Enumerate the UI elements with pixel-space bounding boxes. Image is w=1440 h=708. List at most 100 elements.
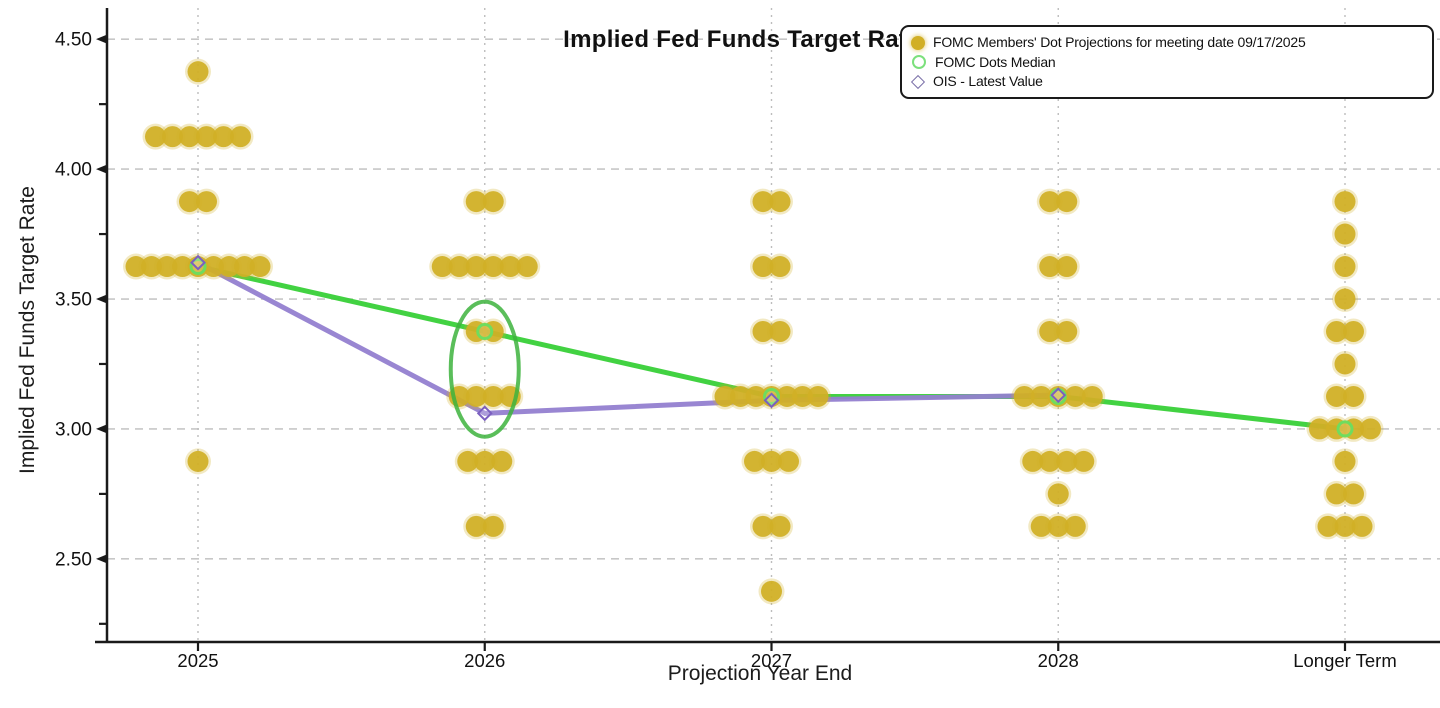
fomc-dot xyxy=(776,385,798,407)
y-major-tick xyxy=(96,34,107,44)
fomc-dot xyxy=(1334,515,1356,537)
fomc-dot xyxy=(482,191,504,213)
y-major-tick xyxy=(96,554,107,564)
fomc-dot xyxy=(1334,256,1356,278)
fomc-dot xyxy=(1360,418,1381,440)
legend-label-ois: OIS - Latest Value xyxy=(933,73,1043,89)
fomc-dot xyxy=(1039,256,1061,278)
fomc-dot xyxy=(230,126,251,148)
fomc-dot xyxy=(516,256,538,278)
fomc-dot xyxy=(249,256,271,278)
x-axis-label: Projection Year End xyxy=(667,662,853,685)
legend-item-median: FOMC Dots Median xyxy=(911,53,1423,72)
fomc-dot xyxy=(730,385,751,407)
fomc-dot xyxy=(465,385,487,407)
fomc-dot xyxy=(1326,483,1347,505)
filled-circle-icon xyxy=(911,35,925,50)
fomc-dot xyxy=(752,515,774,537)
fomc-dot xyxy=(1317,515,1339,537)
ois-line xyxy=(196,260,1059,416)
fomc-dot xyxy=(769,320,791,342)
fomc-dot xyxy=(1343,385,1364,407)
y-tick-label: 4.50 xyxy=(55,30,92,51)
fomc-dot xyxy=(1081,385,1103,407)
fomc-dot xyxy=(769,191,791,213)
fomc-dot xyxy=(234,256,255,278)
fomc-dot xyxy=(1039,320,1061,342)
chart-title: Implied Fed Funds Target Rate xyxy=(563,26,921,53)
fomc-dot xyxy=(1073,450,1095,472)
fomc-dot xyxy=(172,256,193,278)
fomc-dot xyxy=(431,256,453,278)
fomc-dot xyxy=(1064,385,1086,407)
fomc-dot xyxy=(482,385,504,407)
y-tick-label: 3.00 xyxy=(55,419,92,440)
fomc-dot xyxy=(1047,515,1069,537)
fomc-dot xyxy=(465,256,487,278)
fomc-dot xyxy=(807,385,829,407)
fomc-dot xyxy=(1326,385,1347,407)
fomc-dot xyxy=(162,126,183,148)
fomc-dot xyxy=(745,385,767,407)
fomc-dot xyxy=(141,256,162,278)
fomc-dot xyxy=(1030,385,1052,407)
fomc-dot xyxy=(714,385,736,407)
fomc-dot xyxy=(778,450,799,472)
y-tick-label: 3.50 xyxy=(55,290,92,311)
fomc-dot xyxy=(491,450,513,472)
highlight-ellipse xyxy=(448,299,521,439)
fomc-dot xyxy=(1056,320,1078,342)
fomc-dot xyxy=(465,515,487,537)
fomc-dot xyxy=(145,126,166,148)
fomc-dot xyxy=(1030,515,1052,537)
legend: FOMC Members' Dot Projections for meetin… xyxy=(900,25,1434,99)
ois-marker xyxy=(476,405,493,422)
fomc-dot xyxy=(457,450,479,472)
fomc-dot xyxy=(761,450,782,472)
x-tick-label: 2025 xyxy=(177,650,218,671)
x-tick-label: 2028 xyxy=(1038,650,1079,671)
fomc-dot xyxy=(125,256,147,278)
fomc-dot xyxy=(482,256,504,278)
ois-marker xyxy=(1050,387,1067,404)
fomc-dot xyxy=(744,450,765,472)
fomc-dot xyxy=(213,126,234,148)
fomc-dot xyxy=(752,320,774,342)
median-marker xyxy=(476,322,494,340)
fomc-dot xyxy=(752,256,774,278)
fomc-dot xyxy=(179,126,200,148)
legend-label-median: FOMC Dots Median xyxy=(935,53,1056,70)
open-circle-icon xyxy=(912,55,926,69)
fomc-dot xyxy=(1022,450,1044,472)
fomc-dot xyxy=(1064,515,1086,537)
y-major-tick xyxy=(96,424,107,434)
legend-item-ois: OIS - Latest Value xyxy=(910,72,1423,91)
y-major-tick xyxy=(96,294,107,304)
fomc-dot xyxy=(474,450,496,472)
fomc-dot xyxy=(499,256,521,278)
fomc-dot xyxy=(187,61,209,83)
fomc-dot xyxy=(1056,450,1078,472)
fomc-dot xyxy=(448,256,470,278)
fomc-dot xyxy=(1326,320,1347,342)
x-tick-label: 2026 xyxy=(464,650,505,671)
fomc-dot xyxy=(1056,256,1078,278)
fomc-dot xyxy=(1334,223,1356,245)
fomc-dot xyxy=(769,256,791,278)
y-tick-label: 2.50 xyxy=(55,549,92,570)
fomc-dot xyxy=(1309,418,1330,440)
fomc-dot xyxy=(1039,191,1061,213)
fomc-dot xyxy=(1334,288,1356,310)
fomc-dot xyxy=(203,256,224,278)
legend-label-dots: FOMC Members' Dot Projections for meetin… xyxy=(933,34,1306,50)
fomc-dot xyxy=(752,191,774,213)
open-diamond-icon xyxy=(910,74,926,89)
fomc-dot xyxy=(1343,483,1364,505)
fomc-dot xyxy=(1047,483,1069,505)
median-marker xyxy=(1336,420,1354,438)
y-axis-label: Implied Fed Funds Target Rate xyxy=(16,186,39,474)
y-major-tick xyxy=(96,164,107,174)
fomc-dot xyxy=(196,191,217,213)
fomc-dot xyxy=(179,191,200,213)
